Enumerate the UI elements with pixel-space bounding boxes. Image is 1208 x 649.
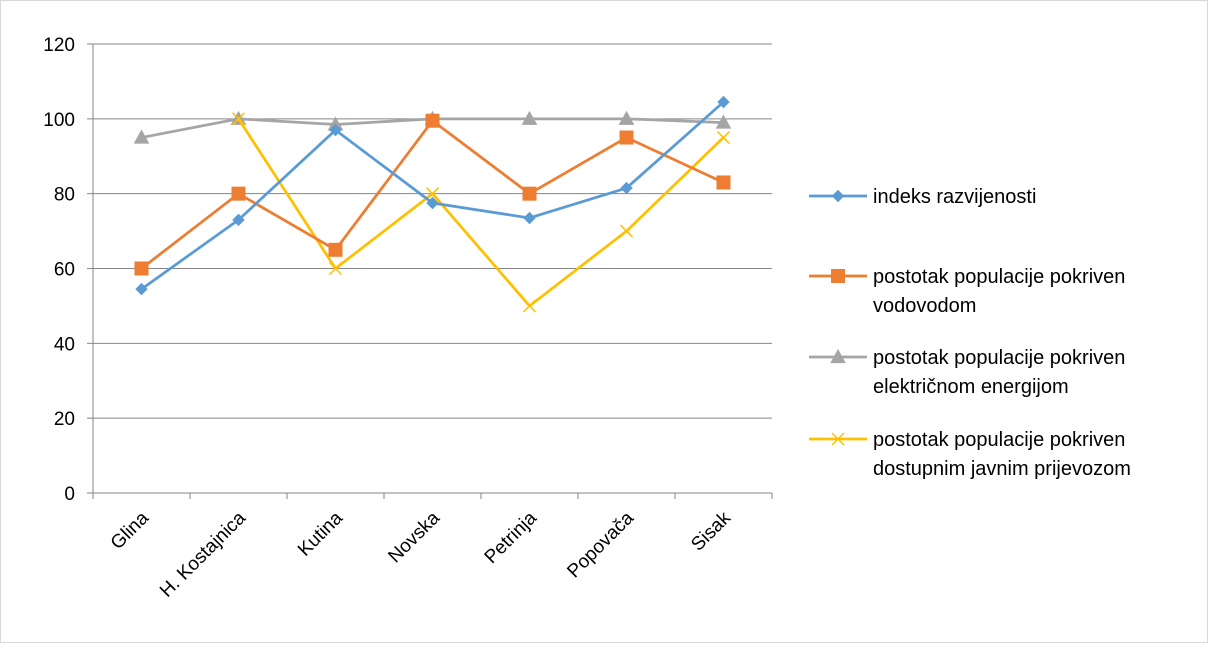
y-tick-label: 80 bbox=[54, 185, 75, 206]
data-point bbox=[522, 299, 537, 313]
data-point bbox=[328, 242, 343, 257]
legend-swatch-marker bbox=[831, 432, 845, 446]
gridlines bbox=[93, 43, 772, 419]
x-tick-label: Sisak bbox=[687, 507, 735, 555]
series-group bbox=[133, 95, 732, 313]
legend-label: indeks razvijenosti bbox=[873, 186, 1036, 208]
x-tick-label: Kutina bbox=[294, 507, 347, 560]
legend-entry-3: postotak populacije pokriven električnom … bbox=[809, 347, 1125, 398]
x-tick-label: Glina bbox=[107, 507, 154, 554]
y-tick-label: 40 bbox=[54, 334, 75, 355]
legend-label: postotak populacije pokriven električnom … bbox=[873, 347, 1125, 398]
y-tick-label: 60 bbox=[54, 260, 75, 281]
legend-swatch-marker bbox=[831, 269, 845, 283]
series-line bbox=[237, 118, 725, 308]
legend-swatch-marker bbox=[830, 348, 846, 364]
legend-label: postotak populacije pokriven vodovodom bbox=[873, 266, 1125, 317]
y-tick-label: 20 bbox=[54, 409, 75, 430]
x-tick-label: Novska bbox=[384, 507, 444, 567]
y-tick-label: 100 bbox=[43, 110, 75, 131]
data-point bbox=[232, 213, 245, 227]
data-point bbox=[425, 187, 440, 201]
series-2 bbox=[134, 113, 731, 276]
data-point bbox=[523, 211, 536, 225]
data-point bbox=[717, 95, 730, 109]
data-point bbox=[329, 123, 342, 137]
legend-entry-2: postotak populacije pokriven vodovodom bbox=[809, 266, 1125, 317]
data-point bbox=[134, 261, 149, 276]
data-point bbox=[619, 224, 634, 238]
data-point bbox=[231, 186, 246, 201]
data-point bbox=[133, 129, 150, 144]
data-point bbox=[620, 181, 633, 195]
data-point bbox=[618, 110, 635, 125]
data-point bbox=[521, 110, 538, 125]
data-point bbox=[426, 196, 439, 210]
legend-entry-4: postotak populacije pokriven dostupnim ja… bbox=[809, 429, 1131, 480]
legend-label: postotak populacije pokriven dostupnim ja… bbox=[873, 429, 1131, 480]
x-tick-label: Petrinja bbox=[481, 507, 542, 568]
data-point bbox=[425, 113, 440, 128]
data-point bbox=[328, 261, 343, 276]
legend: indeks razvijenosti postotak populacije p… bbox=[809, 186, 1131, 480]
series-1 bbox=[135, 95, 730, 296]
data-point bbox=[619, 130, 634, 145]
data-point bbox=[522, 186, 537, 201]
data-point bbox=[231, 112, 246, 126]
data-point bbox=[716, 175, 731, 190]
y-tick-label: 120 bbox=[43, 35, 75, 56]
legend-swatch-marker bbox=[831, 189, 845, 203]
x-tick-label: H. Kostajnica bbox=[156, 507, 250, 601]
y-tick-label: 0 bbox=[64, 484, 75, 505]
data-point bbox=[716, 131, 731, 145]
series-4 bbox=[231, 112, 731, 313]
data-point bbox=[135, 282, 148, 296]
x-tick-label: Popovača bbox=[563, 507, 638, 582]
data-point bbox=[715, 114, 732, 129]
legend-entry-1: indeks razvijenosti bbox=[809, 186, 1036, 208]
